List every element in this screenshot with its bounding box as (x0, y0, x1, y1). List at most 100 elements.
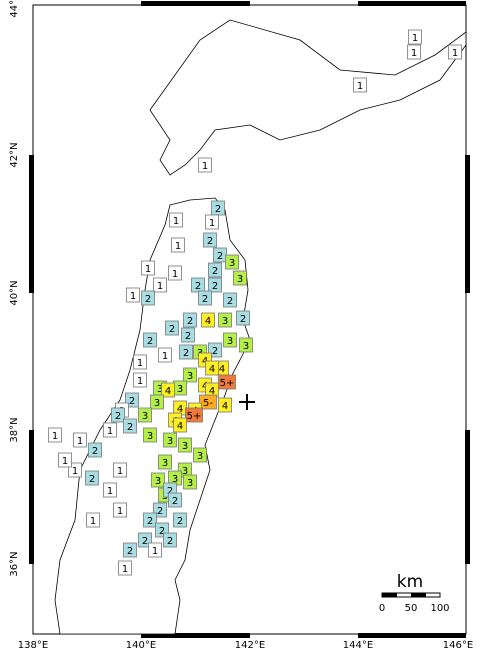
station-box (233, 270, 247, 286)
station-box (191, 277, 205, 293)
station-intensity: 1 (107, 426, 113, 437)
station-intensity: 2 (127, 422, 133, 433)
station-intensity: 1 (412, 33, 418, 44)
epicenter (239, 394, 255, 410)
station-box (133, 372, 147, 388)
station-intensity: 3 (167, 436, 173, 447)
station-box (223, 332, 237, 348)
frame-ticks (29, 1, 470, 638)
station-box (407, 44, 421, 60)
station-box (111, 407, 125, 423)
lon-label: 146°E (443, 640, 473, 651)
lat-label: 44°N (9, 0, 20, 18)
station-box (225, 254, 239, 270)
station-box (143, 512, 157, 528)
station-box (48, 427, 62, 443)
station-intensity: 4 (202, 356, 208, 367)
station-intensity: 3 (187, 478, 193, 489)
station-box (113, 462, 127, 478)
station-intensity: 2 (147, 336, 153, 347)
station-intensity: 1 (162, 351, 168, 362)
station-intensity: 1 (117, 506, 123, 517)
station-intensity: 2 (129, 396, 135, 407)
station-intensity: 4 (205, 316, 211, 327)
station-box (198, 290, 212, 306)
station-box (218, 312, 232, 328)
station-box (103, 482, 117, 498)
station-box (208, 262, 222, 278)
station-intensity: 1 (202, 161, 208, 172)
station-intensity: 1 (152, 546, 158, 557)
lon-label: 138°E (18, 640, 48, 651)
station-intensity: 4 (165, 386, 171, 397)
station-intensity: 3 (237, 274, 243, 285)
station-intensity: 1 (62, 456, 68, 467)
scale-tick: 50 (405, 603, 418, 614)
station-box (153, 277, 167, 293)
station-box (126, 287, 140, 303)
station-intensity: 2 (142, 536, 148, 547)
station-box (185, 407, 203, 423)
station-intensity: 2 (212, 346, 218, 357)
lat-label: 40°N (9, 280, 20, 305)
station-intensity: 3 (154, 398, 160, 409)
station-box (163, 532, 177, 548)
station-box (179, 344, 193, 360)
lat-label: 42°N (9, 142, 20, 167)
station-intensity: 3 (172, 474, 178, 485)
station-box (205, 360, 219, 376)
station-intensity: 1 (209, 218, 215, 229)
station-intensity: 1 (175, 241, 181, 252)
station-box (183, 474, 197, 490)
station-intensity: 2 (217, 251, 223, 262)
station-box (143, 427, 157, 443)
station-intensity: 1 (172, 269, 178, 280)
station-box (168, 265, 182, 281)
station-intensity: 4 (202, 381, 208, 392)
station-intensity: 5- (203, 398, 213, 409)
coastline-hokkaido (149, 19, 467, 176)
station-intensity: 2 (202, 294, 208, 305)
scale-unit: km (397, 572, 423, 592)
station-intensity: 2 (172, 496, 178, 507)
station-intensity: 2 (159, 526, 165, 537)
station-intensity: 1 (72, 466, 78, 477)
station-box (103, 422, 117, 438)
station-box (165, 320, 179, 336)
station-box (148, 542, 162, 558)
station-intensity: 5+ (220, 378, 235, 389)
station-intensity: 2 (215, 204, 221, 215)
station-intensity: 1 (117, 466, 123, 477)
stations: 1111121121231123122212224222321333221444… (48, 29, 462, 576)
station-box (141, 290, 155, 306)
station-intensity: 3 (229, 258, 235, 269)
station-box (85, 470, 99, 486)
station-intensity: 3 (197, 451, 203, 462)
station-box (181, 327, 195, 343)
station-box (208, 277, 222, 293)
station-intensity: 2 (185, 331, 191, 342)
station-intensity: 2 (147, 516, 153, 527)
station-intensity: 1 (157, 281, 163, 292)
station-intensity: 3 (243, 341, 249, 352)
station-box (158, 454, 172, 470)
station-intensity: 4 (209, 364, 215, 375)
station-intensity: 2 (167, 486, 173, 497)
station-box (169, 212, 183, 228)
station-intensity: 1 (77, 436, 83, 447)
station-intensity: 3 (155, 476, 161, 487)
station-box (58, 452, 72, 468)
station-box (73, 432, 87, 448)
station-intensity: 3 (222, 316, 228, 327)
station-intensity: 3 (227, 336, 233, 347)
station-box (353, 77, 367, 93)
station-box (218, 397, 232, 413)
station-intensity: 3 (162, 458, 168, 469)
station-box (150, 394, 164, 410)
station-intensity: 1 (411, 48, 417, 59)
station-box (143, 332, 157, 348)
station-intensity: 3 (157, 384, 163, 395)
station-box (201, 312, 215, 328)
station-box (171, 237, 185, 253)
